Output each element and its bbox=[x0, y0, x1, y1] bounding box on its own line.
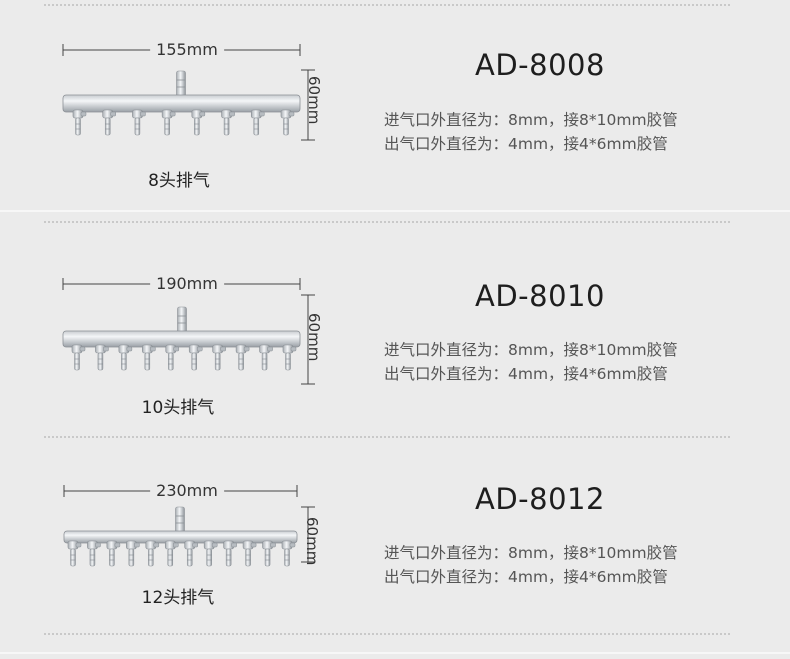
outlet-valve bbox=[87, 540, 101, 567]
outlet-spec: 出气口外直径为：4mm，接4*6mm胶管 bbox=[384, 135, 668, 153]
outlet-valve bbox=[95, 344, 109, 371]
outlet-valve bbox=[223, 540, 237, 567]
manifold-pipe bbox=[62, 94, 301, 113]
outlet-valve bbox=[106, 540, 121, 567]
outlet-valve bbox=[259, 344, 273, 371]
outlet-valve bbox=[221, 109, 235, 136]
product-block: 155mm 60mm 8头排气 AD-8008 进气口外直径为：8mm，接8*1… bbox=[0, 0, 790, 200]
section-divider bbox=[0, 210, 790, 212]
outlet-valve bbox=[262, 540, 276, 567]
manifold-illustration bbox=[63, 485, 315, 567]
outlet-valve bbox=[71, 344, 86, 371]
model-number: AD-8010 bbox=[475, 279, 605, 313]
outlet-count-label: 12头排气 bbox=[141, 588, 215, 608]
outlet-valve bbox=[242, 540, 257, 567]
inlet-nozzle bbox=[175, 506, 185, 534]
outlet-valve bbox=[184, 540, 198, 567]
dotted-divider bbox=[44, 436, 730, 438]
outlet-valve bbox=[145, 540, 160, 567]
inlet-spec: 进气口外直径为：8mm，接8*10mm胶管 bbox=[384, 111, 678, 129]
height-dimension-label: 60mm bbox=[305, 313, 323, 362]
outlet-valve bbox=[118, 344, 133, 371]
manifold-pipe bbox=[63, 530, 298, 544]
outlet-valve bbox=[132, 109, 146, 136]
outlet-spec: 出气口外直径为：4mm，接4*6mm胶管 bbox=[384, 568, 668, 586]
outlet-valve bbox=[188, 344, 203, 371]
inlet-spec: 进气口外直径为：8mm，接8*10mm胶管 bbox=[384, 341, 678, 359]
inlet-nozzle bbox=[176, 70, 186, 98]
outlet-count-label: 8头排气 bbox=[148, 171, 210, 191]
dotted-divider bbox=[44, 221, 730, 223]
height-dimension-label: 60mm bbox=[305, 76, 323, 125]
outlet-valve bbox=[67, 540, 82, 567]
outlet-spec: 出气口外直径为：4mm，接4*6mm胶管 bbox=[384, 365, 668, 383]
model-number: AD-8012 bbox=[475, 482, 605, 516]
manifold-illustration bbox=[62, 278, 315, 385]
inlet-nozzle bbox=[177, 306, 187, 334]
width-dimension-label: 155mm bbox=[150, 41, 224, 59]
outlet-valve bbox=[142, 344, 156, 371]
outlet-valve bbox=[250, 109, 265, 136]
outlet-valve bbox=[235, 344, 250, 371]
product-block: 190mm 60mm 10头排气 AD-8010 进气口外直径为：8mm，接8*… bbox=[0, 235, 790, 435]
outlet-valve bbox=[126, 540, 140, 567]
width-dimension-label: 190mm bbox=[150, 275, 224, 293]
height-dimension-label: 60mm bbox=[303, 517, 321, 566]
outlet-valve bbox=[102, 109, 116, 136]
outlet-valve bbox=[72, 109, 87, 136]
outlet-valve bbox=[282, 344, 297, 371]
manifold-pipe bbox=[62, 330, 301, 348]
model-number: AD-8008 bbox=[475, 48, 605, 82]
outlet-valve bbox=[280, 109, 295, 136]
dotted-divider bbox=[44, 633, 730, 635]
outlet-valve bbox=[203, 540, 218, 567]
width-dimension-label: 230mm bbox=[150, 482, 224, 500]
outlet-valve bbox=[164, 540, 179, 567]
outlet-valve bbox=[212, 344, 226, 371]
product-block: 230mm 60mm 12头排气 AD-8012 进气口外直径为：8mm，接8*… bbox=[0, 442, 790, 642]
outlet-valve bbox=[161, 109, 176, 136]
outlet-count-label: 10头排气 bbox=[141, 398, 215, 418]
manifold-illustration bbox=[62, 44, 315, 141]
outlet-valve bbox=[165, 344, 180, 371]
outlet-valve bbox=[191, 109, 206, 136]
inlet-spec: 进气口外直径为：8mm，接8*10mm胶管 bbox=[384, 544, 678, 562]
outlet-valve bbox=[281, 540, 296, 567]
section-divider bbox=[0, 652, 790, 654]
dotted-divider bbox=[44, 4, 730, 6]
